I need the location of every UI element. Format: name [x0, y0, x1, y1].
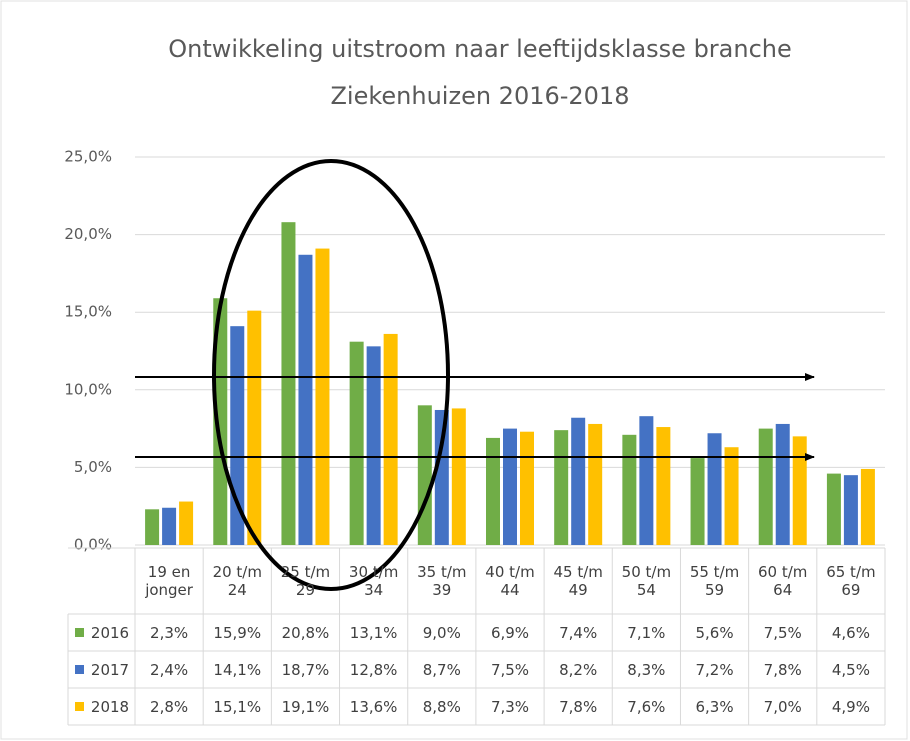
bar	[213, 298, 228, 545]
table-value: 7,2%	[695, 660, 734, 679]
legend-label: 2017	[90, 660, 130, 679]
legend-swatch	[75, 702, 84, 711]
table-value: 7,5%	[490, 660, 530, 679]
bar	[775, 423, 790, 545]
legend-swatch	[75, 665, 84, 674]
y-tick-label: 10,0%	[64, 380, 112, 398]
bar	[145, 509, 160, 545]
bar	[247, 310, 262, 545]
table-value: 7,6%	[627, 697, 666, 716]
table-value: 4,6%	[831, 623, 870, 642]
category-label: 65 t/m 69	[826, 563, 876, 599]
bar	[588, 423, 603, 545]
bar	[366, 346, 381, 545]
chart-title: Ziekenhuizen 2016-2018	[330, 82, 629, 110]
bar	[162, 507, 177, 545]
table-value: 4,5%	[831, 660, 870, 679]
bar	[758, 428, 773, 545]
category-label: 19 en jonger	[145, 563, 193, 599]
table-value: 2,3%	[150, 623, 189, 642]
table-value: 12,8%	[349, 660, 398, 679]
table-value: 15,9%	[213, 623, 262, 642]
table-value: 18,7%	[281, 660, 330, 679]
bar	[298, 254, 313, 545]
table-value: 8,3%	[627, 660, 666, 679]
table-value: 14,1%	[213, 660, 262, 679]
bar	[639, 416, 654, 545]
bar	[349, 341, 364, 545]
category-label: 25 t/m 29	[280, 563, 331, 599]
category-label: 50 t/m 54	[621, 563, 672, 599]
chart-title: Ontwikkeling uitstroom naar leeftijdskla…	[168, 35, 792, 63]
category-label: 40 t/m 44	[485, 563, 535, 599]
category-label: 60 t/m 64	[758, 563, 808, 599]
bar	[792, 436, 807, 545]
legend-swatch	[75, 628, 84, 637]
y-tick-label: 15,0%	[64, 303, 112, 321]
table-value: 8,2%	[559, 660, 598, 679]
y-tick-label: 0,0%	[74, 536, 112, 554]
category-label: 55 t/m 59	[689, 563, 740, 599]
table-value: 15,1%	[213, 697, 262, 716]
bar	[826, 473, 841, 545]
data-table	[67, 547, 886, 726]
table-value: 4,9%	[831, 697, 870, 716]
y-tick-label: 5,0%	[74, 458, 112, 476]
bar	[451, 408, 466, 545]
bar	[860, 468, 875, 545]
bar	[656, 427, 671, 545]
y-tick-label: 25,0%	[64, 148, 112, 166]
bar	[520, 431, 534, 545]
bar	[417, 405, 432, 545]
category-label: 35 t/m 39	[417, 563, 467, 599]
bar	[724, 447, 739, 545]
table-value: 2,4%	[150, 660, 189, 679]
category-label: 20 t/m 24	[212, 563, 262, 599]
bar	[554, 430, 569, 545]
bar	[503, 428, 517, 545]
table-value: 7,8%	[559, 697, 598, 716]
bar	[179, 501, 194, 545]
y-tick-label: 20,0%	[64, 225, 112, 243]
table-value: 13,1%	[349, 623, 398, 642]
table-value: 9,0%	[422, 623, 461, 642]
annotation-ellipse	[212, 159, 450, 591]
table-value: 7,3%	[490, 697, 530, 716]
bar	[843, 475, 858, 545]
table-value: 19,1%	[281, 697, 330, 716]
category-label: 45 t/m 49	[553, 563, 603, 599]
bar	[315, 248, 330, 545]
table-value: 2,8%	[150, 697, 189, 716]
table-value: 8,8%	[422, 697, 461, 716]
bar	[690, 458, 705, 545]
bar	[281, 222, 296, 545]
bar	[383, 333, 398, 545]
legend-label: 2018	[90, 697, 130, 716]
bar	[622, 434, 637, 545]
table-value: 7,1%	[627, 623, 666, 642]
table-value: 6,9%	[490, 623, 530, 642]
bar	[571, 417, 586, 545]
table-value: 13,6%	[349, 697, 398, 716]
legend-label: 2016	[90, 623, 130, 642]
bar	[434, 409, 449, 545]
table-value: 7,4%	[559, 623, 598, 642]
table-value: 7,5%	[763, 623, 802, 642]
category-label: 30 t/m 34	[348, 563, 399, 599]
bar	[486, 437, 500, 545]
table-value: 20,8%	[281, 623, 330, 642]
table-value: 8,7%	[422, 660, 461, 679]
table-value: 6,3%	[695, 697, 734, 716]
table-value: 5,6%	[695, 623, 734, 642]
table-value: 7,0%	[763, 697, 802, 716]
table-value: 7,8%	[763, 660, 802, 679]
bar	[707, 433, 722, 545]
